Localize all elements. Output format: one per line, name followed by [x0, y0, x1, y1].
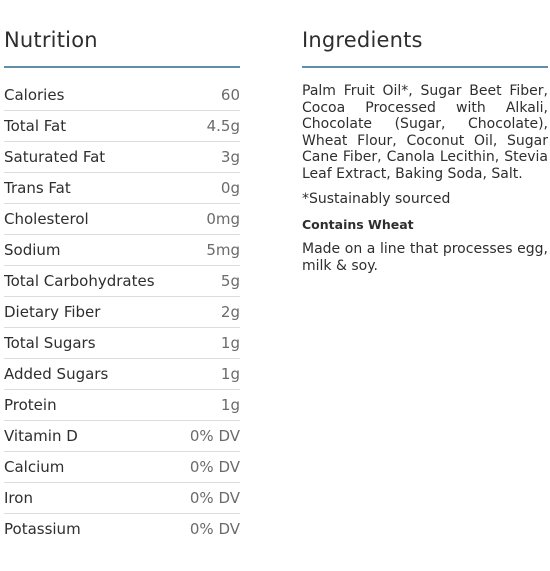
nutrition-row: Potassium 0% DV: [4, 514, 240, 545]
nutrition-row: Trans Fat 0g: [4, 173, 240, 204]
nutrient-value: 4.5g: [206, 116, 240, 135]
nutrient-value: 0% DV: [189, 488, 240, 507]
nutrient-name: Calcium: [4, 457, 65, 476]
nutrient-value: 3g: [220, 147, 240, 166]
nutrition-row: Vitamin D 0% DV: [4, 421, 240, 452]
allergen-statement: Contains Wheat: [302, 216, 414, 232]
nutrient-name: Dietary Fiber: [4, 302, 101, 321]
nutrient-name: Vitamin D: [4, 426, 78, 445]
nutrition-row: Total Fat 4.5g: [4, 111, 240, 142]
ingredients-divider: [302, 66, 548, 68]
nutrition-row: Dietary Fiber 2g: [4, 297, 240, 328]
nutrition-row: Added Sugars 1g: [4, 359, 240, 390]
nutrient-name: Potassium: [4, 520, 81, 538]
nutrition-row: Calories 60: [4, 80, 240, 111]
nutrient-name: Protein: [4, 395, 57, 414]
nutrient-name: Cholesterol: [4, 209, 89, 228]
nutrient-name: Total Sugars: [4, 333, 96, 352]
nutrient-value: 2g: [220, 302, 240, 321]
nutrition-title: Nutrition: [4, 28, 98, 52]
nutrient-value: 1g: [220, 364, 240, 383]
nutrient-value: 0% DV: [189, 457, 240, 476]
nutrition-row: Cholesterol 0mg: [4, 204, 240, 235]
nutrition-row: Saturated Fat 3g: [4, 142, 240, 173]
nutrient-name: Saturated Fat: [4, 147, 106, 166]
nutrient-value: 1g: [220, 333, 240, 352]
nutrient-value: 0mg: [206, 209, 240, 228]
nutrition-divider: [4, 66, 240, 68]
ingredients-footnote: *Sustainably sourced: [302, 191, 451, 207]
nutrient-name: Calories: [4, 85, 65, 104]
nutrient-name: Trans Fat: [4, 178, 71, 197]
nutrition-row: Iron 0% DV: [4, 483, 240, 514]
facility-statement: Made on a line that processes egg, milk …: [302, 241, 548, 274]
ingredients-body: Palm Fruit Oil*, Sugar Beet Fiber, Cocoa…: [302, 83, 548, 274]
nutrient-value: 5mg: [206, 240, 240, 259]
nutrient-name: Total Fat: [4, 116, 67, 135]
nutrient-value: 0% DV: [189, 426, 240, 445]
nutrient-value: 0% DV: [189, 520, 240, 538]
nutrition-row: Protein 1g: [4, 390, 240, 421]
nutrient-name: Sodium: [4, 240, 61, 259]
nutrition-row: Calcium 0% DV: [4, 452, 240, 483]
nutrient-name: Total Carbohydrates: [4, 271, 155, 290]
ingredients-list-text: Palm Fruit Oil*, Sugar Beet Fiber, Cocoa…: [302, 83, 548, 182]
nutrient-value: 1g: [220, 395, 240, 414]
nutrient-value: 5g: [220, 271, 240, 290]
nutrition-table: Calories 60 Total Fat 4.5g Saturated Fat 3g Tr…: [4, 80, 240, 545]
nutrient-value: 0g: [220, 178, 240, 197]
nutrient-name: Added Sugars: [4, 364, 109, 383]
nutrient-name: Iron: [4, 488, 33, 507]
nutrition-row: Sodium 5mg: [4, 235, 240, 266]
nutrient-value: 60: [220, 85, 240, 104]
nutrition-row: Total Sugars 1g: [4, 328, 240, 359]
ingredients-title: Ingredients: [302, 28, 423, 52]
nutrition-row: Total Carbohydrates 5g: [4, 266, 240, 297]
